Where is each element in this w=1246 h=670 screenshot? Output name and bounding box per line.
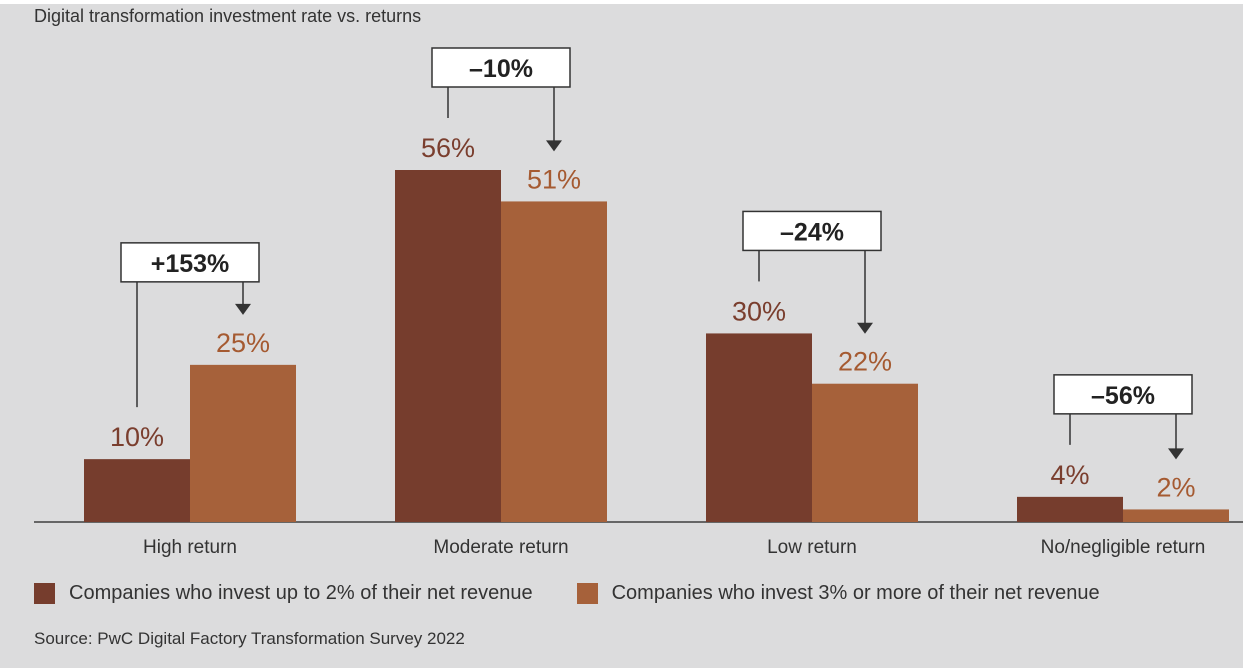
- legend-label-low-invest: Companies who invest up to 2% of their n…: [69, 581, 533, 604]
- data-label-low-return-series-2: 22%: [838, 347, 892, 377]
- legend-label-high-invest: Companies who invest 3% or more of their…: [611, 581, 1100, 604]
- arrow-head-high-return: [235, 303, 251, 315]
- source-note: Source: PwC Digital Factory Transformati…: [34, 629, 465, 648]
- bar-moderate-return-series-2: [501, 201, 607, 522]
- arrow-head-moderate-return: [546, 140, 562, 152]
- change-label-no-negligible-return: –56%: [1091, 382, 1155, 410]
- change-label-low-return: –24%: [780, 218, 844, 246]
- change-box-high-return: [120, 242, 260, 283]
- bar-no-negligible-return-series-2: [1123, 509, 1229, 522]
- data-label-moderate-return-series-1: 56%: [421, 133, 475, 163]
- change-label-high-return: +153%: [151, 250, 230, 278]
- chart-title: Digital transformation investment rate v…: [34, 6, 422, 26]
- data-label-high-return-series-2: 25%: [216, 328, 270, 358]
- change-box-low-return: [742, 210, 882, 252]
- arrow-head-no-negligible-return: [1168, 448, 1184, 460]
- legend: Companies who invest up to 2% of their n…: [34, 580, 1144, 606]
- x-tick-label-no-negligible-return: No/negligible return: [1041, 537, 1206, 558]
- bar-moderate-return-series-1: [395, 170, 501, 522]
- x-tick-label-low-return: Low return: [767, 537, 857, 558]
- data-label-no-negligible-return-series-2: 2%: [1156, 472, 1195, 502]
- chart-panel: [0, 4, 1243, 668]
- bar-low-return-series-2: [812, 383, 918, 522]
- bar-low-return-series-1: [706, 333, 812, 522]
- bar-high-return-series-2: [190, 364, 296, 522]
- data-label-no-negligible-return-series-1: 4%: [1050, 460, 1089, 490]
- data-label-high-return-series-1: 10%: [110, 422, 164, 452]
- x-tick-label-moderate-return: Moderate return: [433, 537, 568, 558]
- change-box-moderate-return: [431, 47, 571, 88]
- bar-chart: 10% 25% High return +153% 56% 51% Moderate ret…: [34, 47, 1243, 558]
- legend-swatch-high-invest: [576, 582, 598, 604]
- legend-item-low-invest: Companies who invest up to 2% of their n…: [34, 582, 533, 605]
- legend-swatch-low-invest: [34, 582, 55, 604]
- x-tick-label-high-return: High return: [143, 537, 237, 558]
- change-box-no-negligible-return: [1053, 374, 1193, 415]
- bar-no-negligible-return-series-1: [1017, 496, 1123, 522]
- bar-high-return-series-1: [84, 459, 190, 522]
- legend-item-high-invest: Companies who invest 3% or more of their…: [576, 581, 1100, 605]
- data-label-low-return-series-1: 30%: [732, 296, 786, 326]
- data-label-moderate-return-series-2: 51%: [527, 164, 581, 194]
- change-label-moderate-return: –10%: [469, 55, 533, 83]
- arrow-head-low-return: [857, 322, 873, 334]
